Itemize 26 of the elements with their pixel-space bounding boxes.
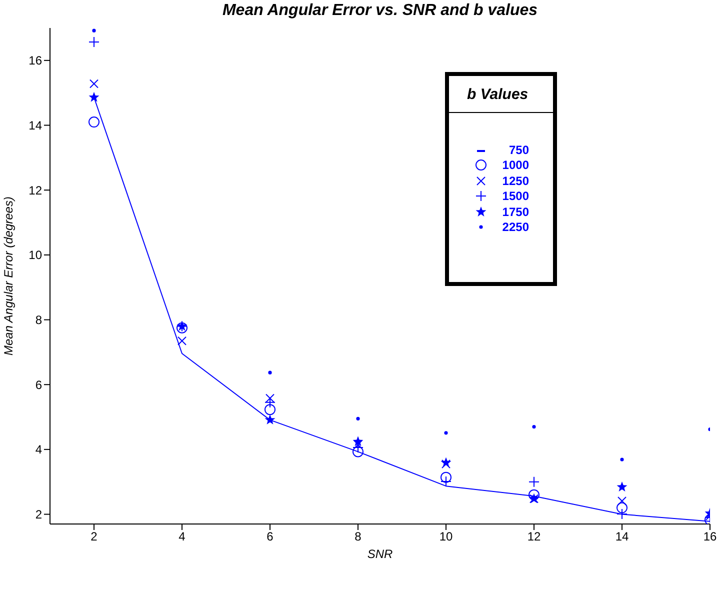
y-tick-label: 4 — [35, 442, 42, 457]
x-tick-label: 8 — [354, 530, 362, 544]
legend-title: b Values — [467, 86, 528, 103]
x-tick-label: 6 — [266, 530, 274, 544]
x-tick-label: 12 — [527, 530, 541, 544]
y-tick-label: 6 — [35, 378, 42, 392]
x-tick-label: 4 — [178, 530, 186, 544]
legend-label: 1500 — [501, 189, 529, 204]
legend-label: 2250 — [501, 220, 529, 234]
y-tick-label: 2 — [35, 508, 42, 522]
y-tick-label: 8 — [35, 313, 42, 328]
y-axis-title: Mean Angular Error (degrees) — [1, 196, 16, 356]
legend-label: 1750 — [501, 204, 529, 219]
x-tick-label: 2 — [90, 530, 98, 544]
chart-title: Mean Angular Error vs. SNR and b values — [221, 2, 539, 20]
legend-label: 750 — [508, 142, 529, 157]
y-tick-label: 14 — [28, 118, 42, 133]
legend-label: 1250 — [501, 174, 529, 188]
y-tick-label: 10 — [28, 248, 42, 262]
legend-label: 1000 — [501, 158, 529, 172]
x-axis-title: SNR — [367, 547, 393, 561]
x-tick-label: 10 — [439, 530, 453, 544]
x-tick-label: 14 — [615, 530, 629, 544]
y-tick-label: 12 — [28, 183, 42, 198]
x-tick-label: 16 — [703, 530, 717, 544]
y-tick-label: 16 — [28, 54, 42, 68]
